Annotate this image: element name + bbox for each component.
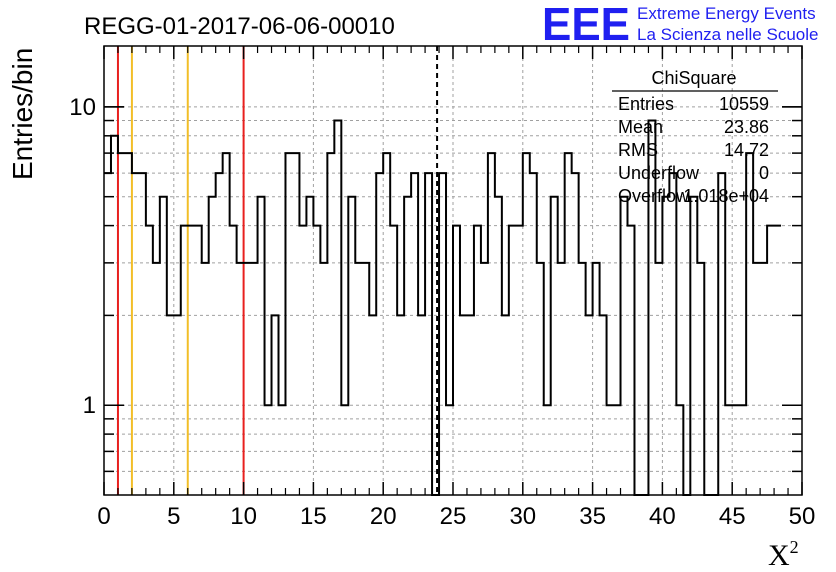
reference-lines (116, 46, 439, 495)
logo-line-2: La Scienza nelle Scuole (637, 25, 818, 44)
x-axis-label-base: X (768, 539, 790, 572)
x-axis-label: X2 (768, 537, 799, 572)
x-axis-label-superscript: 2 (790, 537, 799, 557)
histogram (104, 119, 782, 496)
x-tick-label: 15 (300, 503, 327, 530)
stats-value-underflow: 0 (759, 163, 769, 183)
x-tick-label: 40 (649, 503, 676, 530)
x-tick-label: 35 (579, 503, 606, 530)
stats-title: ChiSquare (651, 68, 736, 88)
stats-label-mean: Mean (618, 117, 663, 137)
x-tick-label: 20 (370, 503, 397, 530)
stats-value-mean: 23.86 (724, 117, 769, 137)
x-tick-label: 25 (440, 503, 467, 530)
stats-label-overflow: Overflow (618, 186, 690, 206)
stats-value-overflow: 1.018e+04 (683, 186, 769, 206)
y-axis-label: Entries/bin (7, 48, 38, 180)
y-tick-label: 10 (69, 94, 96, 121)
stats-label-underflow: Underflow (618, 163, 700, 183)
x-tick-label: 50 (789, 503, 816, 530)
x-tick-label: 0 (97, 503, 110, 530)
x-tick-label: 45 (719, 503, 746, 530)
eee-logo: EEE Extreme Energy Events La Scienza nel… (542, 0, 818, 50)
chart-title: REGG-01-2017-06-06-00010 (84, 13, 395, 40)
stats-label-entries: Entries (618, 94, 674, 114)
stats-value-entries: 10559 (719, 94, 769, 114)
stats-box: ChiSquare Entries 10559 Mean 23.86 RMS 1… (612, 68, 778, 206)
logo-mark: EEE (542, 0, 630, 50)
x-tick-label: 30 (509, 503, 536, 530)
histogram-outline (104, 119, 782, 496)
x-tick-label: 5 (167, 503, 180, 530)
stats-label-rms: RMS (618, 140, 658, 160)
stats-value-rms: 14.72 (724, 140, 769, 160)
axis-ticks: 0 5 10 15 20 25 30 35 40 45 50 1 10 (69, 46, 815, 530)
y-tick-label: 1 (83, 392, 96, 419)
x-tick-label: 10 (230, 503, 257, 530)
logo-line-1: Extreme Energy Events (637, 4, 816, 23)
